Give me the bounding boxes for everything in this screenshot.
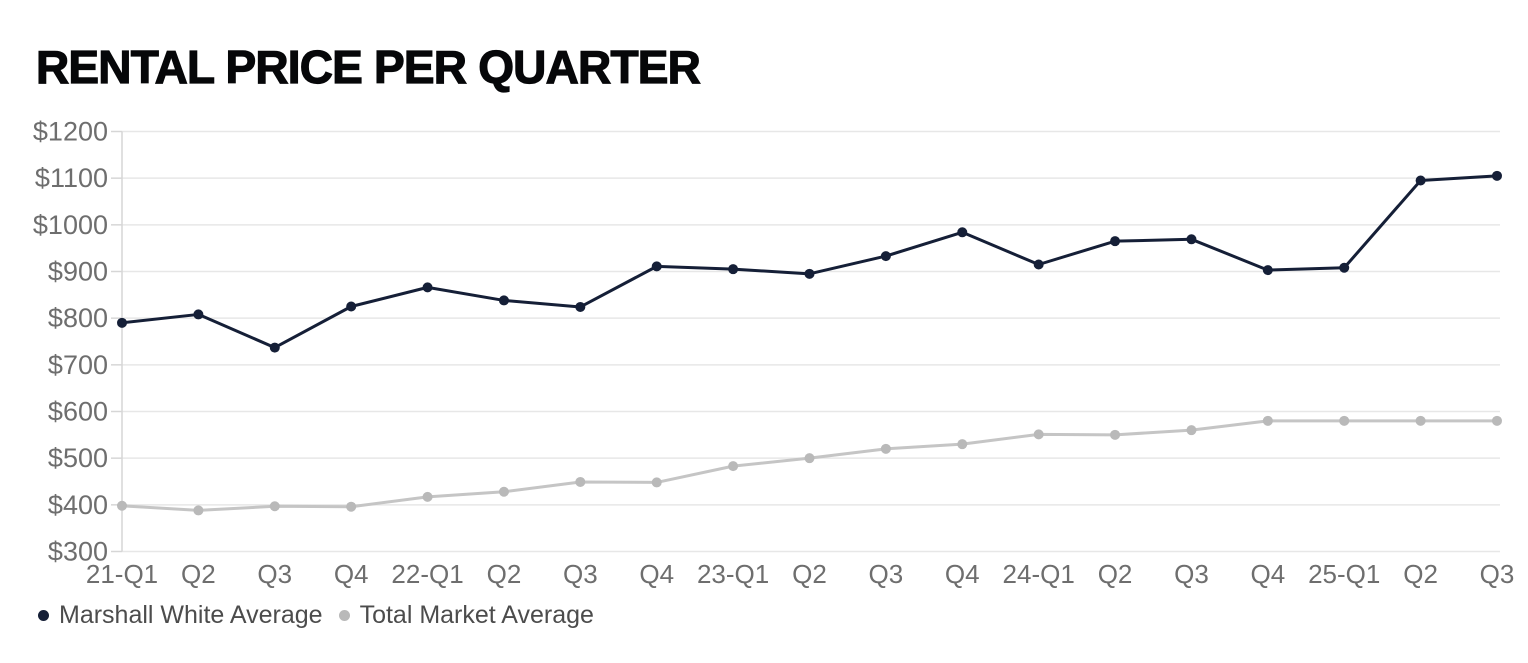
point-marshall-white-average-Q2[interactable] (804, 268, 815, 279)
y-tick-label-600: $600 (48, 397, 108, 427)
point-total-market-average-Q2[interactable] (1415, 415, 1426, 426)
point-marshall-white-average-Q3[interactable] (1492, 170, 1502, 181)
x-tick-label-Q4: Q4 (334, 559, 369, 589)
point-total-market-average-Q2[interactable] (804, 453, 815, 464)
point-marshall-white-average-Q4[interactable] (651, 261, 662, 272)
point-total-market-average-22-Q1[interactable] (422, 491, 433, 502)
legend-label-total-market: Total Market Average (359, 601, 594, 629)
point-marshall-white-average-Q4[interactable] (957, 227, 968, 238)
point-total-market-average-Q4[interactable] (957, 439, 968, 450)
point-marshall-white-average-Q3[interactable] (880, 251, 891, 262)
legend: Marshall White Average Total Market Aver… (38, 601, 610, 630)
y-tick-label-400: $400 (48, 490, 108, 520)
point-marshall-white-average-Q2[interactable] (193, 309, 204, 320)
point-marshall-white-average-Q2[interactable] (1110, 236, 1121, 247)
point-marshall-white-average-Q2[interactable] (1415, 175, 1426, 186)
x-tick-label-25-Q1: 25-Q1 (1308, 559, 1380, 589)
point-total-market-average-Q3[interactable] (880, 443, 891, 454)
legend-item-total-market[interactable]: Total Market Average (338, 601, 594, 630)
point-total-market-average-Q4[interactable] (651, 477, 662, 488)
y-tick-label-1100: $1100 (35, 163, 108, 193)
point-marshall-white-average-Q4[interactable] (1262, 265, 1273, 276)
x-tick-label-21-Q1: 21-Q1 (86, 559, 158, 589)
x-tick-label-Q3: Q3 (869, 559, 904, 589)
point-total-market-average-Q4[interactable] (346, 501, 357, 512)
point-marshall-white-average-25-Q1[interactable] (1339, 262, 1350, 273)
point-total-market-average-Q3[interactable] (269, 501, 280, 512)
x-tick-label-Q3: Q3 (1174, 559, 1209, 589)
x-tick-label-Q2: Q2 (792, 559, 827, 589)
point-total-market-average-Q2[interactable] (193, 505, 204, 516)
y-tick-label-500: $500 (48, 443, 108, 473)
y-tick-label-800: $800 (48, 303, 108, 333)
series-line-total-market-average (120, 419, 1499, 512)
x-tick-label-Q2: Q2 (1403, 559, 1438, 589)
point-total-market-average-25-Q1[interactable] (1339, 415, 1350, 426)
legend-label-marshall-white: Marshall White Average (59, 601, 323, 629)
legend-dot-total-market-icon (338, 610, 350, 621)
chart-title: RENTAL PRICE PER QUARTER (35, 41, 701, 93)
y-tick-label-300: $300 (48, 537, 108, 567)
y-tick-label-1200: $1200 (33, 117, 108, 147)
x-tick-label-Q3: Q3 (563, 559, 598, 589)
point-total-market-average-24-Q1[interactable] (1033, 429, 1044, 440)
x-tick-label-22-Q1: 22-Q1 (391, 559, 463, 589)
point-marshall-white-average-21-Q1[interactable] (117, 317, 127, 328)
legend-item-marshall-white[interactable]: Marshall White Average (38, 601, 323, 630)
x-tick-label-Q4: Q4 (945, 559, 980, 589)
point-marshall-white-average-Q2[interactable] (498, 295, 509, 306)
y-tick-label-900: $900 (48, 257, 108, 287)
y-tick-label-700: $700 (48, 350, 108, 380)
point-marshall-white-average-Q4[interactable] (346, 301, 357, 312)
point-total-market-average-Q4[interactable] (1262, 415, 1273, 426)
point-total-market-average-Q2[interactable] (1110, 429, 1121, 440)
point-marshall-white-average-Q3[interactable] (575, 301, 586, 312)
point-marshall-white-average-23-Q1[interactable] (728, 264, 739, 275)
point-total-market-average-23-Q1[interactable] (728, 461, 739, 472)
point-total-market-average-21-Q1[interactable] (117, 500, 127, 511)
point-total-market-average-Q3[interactable] (1186, 425, 1197, 436)
x-tick-label-23-Q1: 23-Q1 (697, 559, 769, 589)
point-total-market-average-Q3[interactable] (575, 476, 586, 487)
point-marshall-white-average-Q3[interactable] (269, 342, 280, 353)
x-tick-label-Q4: Q4 (639, 559, 674, 589)
legend-dot-marshall-white-icon (38, 610, 49, 621)
point-marshall-white-average-22-Q1[interactable] (422, 282, 433, 293)
point-total-market-average-Q2[interactable] (498, 486, 509, 497)
x-tick-label-Q3: Q3 (257, 559, 292, 589)
x-tick-label-Q2: Q2 (487, 559, 522, 589)
x-tick-label-Q4: Q4 (1250, 559, 1285, 589)
point-marshall-white-average-24-Q1[interactable] (1033, 259, 1044, 270)
x-tick-label-Q2: Q2 (181, 559, 216, 589)
series-line-marshall-white-average (120, 174, 1499, 350)
y-tick-label-1000: $1000 (33, 210, 108, 240)
point-marshall-white-average-Q3[interactable] (1186, 234, 1197, 245)
point-total-market-average-Q3[interactable] (1492, 415, 1502, 426)
x-tick-label-Q2: Q2 (1098, 559, 1133, 589)
x-tick-label-Q3: Q3 (1480, 559, 1515, 589)
x-tick-label-24-Q1: 24-Q1 (1003, 559, 1075, 589)
